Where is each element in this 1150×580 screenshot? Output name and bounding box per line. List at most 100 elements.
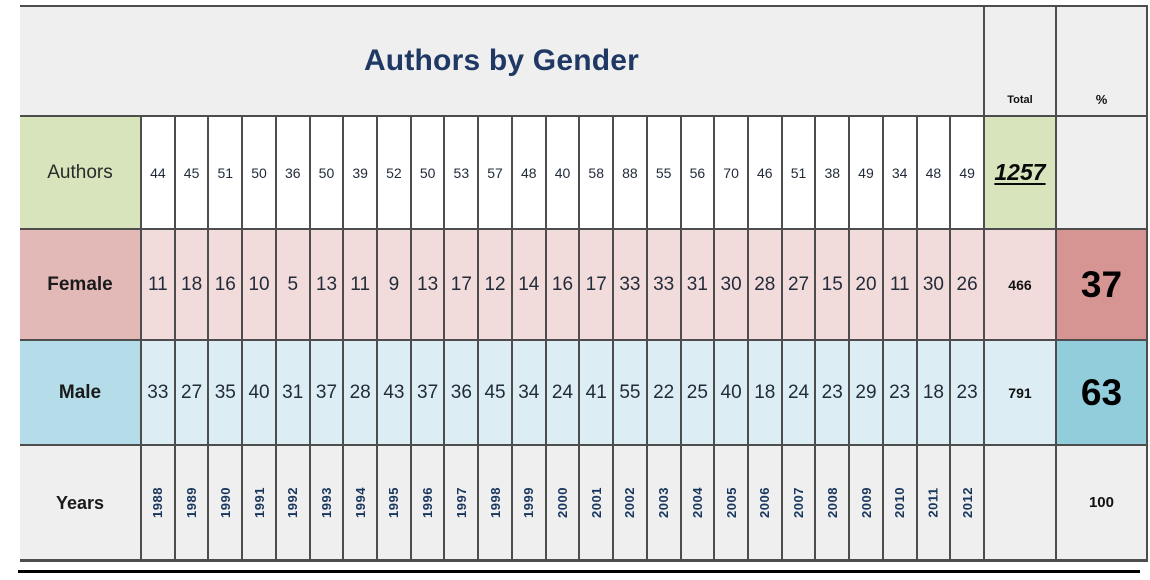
authors-value-1991: 50: [243, 117, 275, 228]
years-value-2000: 2000: [546, 446, 579, 559]
years-value-2006: 2006: [748, 446, 781, 559]
percent-column-header: %: [1056, 7, 1146, 115]
female-value-1990: 16: [209, 230, 242, 339]
years-value-1997: 1997: [445, 446, 478, 559]
years-value-1994: 1994: [344, 446, 377, 559]
female-percent-value: 37: [1056, 230, 1146, 339]
female-value-2007: 27: [782, 230, 815, 339]
years-value-1996: 1996: [411, 446, 444, 559]
male-value-2003: 22: [647, 341, 680, 444]
male-value-1997: 36: [445, 341, 478, 444]
female-value-2012: 26: [951, 230, 983, 339]
male-value-1995: 43: [378, 341, 410, 444]
male-value-1999: 34: [512, 341, 545, 444]
years-value-2009: 2009: [850, 446, 882, 559]
female-value-2000: 16: [546, 230, 579, 339]
male-value-1991: 40: [243, 341, 275, 444]
female-value-1995: 9: [378, 230, 410, 339]
authors-value-1989: 45: [175, 117, 208, 228]
years-value-2012: 2012: [951, 446, 983, 559]
years-value-1998: 1998: [479, 446, 511, 559]
male-value-2004: 25: [681, 341, 714, 444]
male-value-1990: 35: [209, 341, 242, 444]
authors-value-1995: 52: [378, 117, 410, 228]
male-value-1998: 45: [479, 341, 511, 444]
years-value-1990: 1990: [209, 446, 242, 559]
row-label-male: Male: [20, 341, 140, 444]
years-value-1988: 1988: [142, 446, 174, 559]
female-value-2010: 11: [883, 230, 916, 339]
years-value-2010: 2010: [883, 446, 916, 559]
male-value-1996: 37: [411, 341, 444, 444]
male-value-1992: 31: [276, 341, 309, 444]
female-value-2003: 33: [647, 230, 680, 339]
female-value-2008: 15: [816, 230, 849, 339]
total-column-header: Total: [984, 7, 1055, 115]
female-value-2005: 30: [715, 230, 747, 339]
bottom-double-rule: [18, 570, 1140, 573]
female-value-2006: 28: [748, 230, 781, 339]
authors-value-2005: 70: [715, 117, 747, 228]
authors-value-2004: 56: [681, 117, 714, 228]
row-label-years: Years: [20, 446, 140, 559]
male-value-2006: 18: [748, 341, 781, 444]
authors-value-1988: 44: [142, 117, 174, 228]
male-total-value: 791: [984, 341, 1055, 444]
female-value-2009: 20: [850, 230, 882, 339]
female-value-1998: 12: [479, 230, 511, 339]
male-value-2002: 55: [614, 341, 646, 444]
authors-value-2010: 34: [883, 117, 916, 228]
authors-value-1990: 51: [209, 117, 242, 228]
authors-value-1997: 53: [445, 117, 478, 228]
row-label-female: Female: [20, 230, 140, 339]
authors-value-2012: 49: [951, 117, 983, 228]
authors-by-gender-table: Authors by Gender Total % Authors 1257 F…: [20, 5, 1148, 562]
male-percent-value: 63: [1056, 341, 1146, 444]
authors-value-2011: 48: [917, 117, 950, 228]
male-value-2008: 23: [816, 341, 849, 444]
male-value-2005: 40: [715, 341, 747, 444]
authors-percent-cell-empty: [1056, 117, 1146, 228]
female-value-2002: 33: [614, 230, 646, 339]
overall-percent-value: 100: [1056, 446, 1146, 559]
male-value-2007: 24: [782, 341, 815, 444]
years-value-2008: 2008: [816, 446, 849, 559]
years-value-2003: 2003: [647, 446, 680, 559]
female-value-1996: 13: [411, 230, 444, 339]
male-value-2009: 29: [850, 341, 882, 444]
male-value-2001: 41: [580, 341, 613, 444]
female-value-1997: 17: [445, 230, 478, 339]
female-value-1993: 13: [310, 230, 343, 339]
male-value-1988: 33: [142, 341, 174, 444]
male-value-2012: 23: [951, 341, 983, 444]
female-value-1994: 11: [344, 230, 377, 339]
female-value-1988: 11: [142, 230, 174, 339]
years-value-2001: 2001: [580, 446, 613, 559]
authors-value-1998: 57: [479, 117, 511, 228]
female-value-1991: 10: [243, 230, 275, 339]
row-label-authors: Authors: [20, 117, 140, 228]
years-value-1989: 1989: [175, 446, 208, 559]
male-value-1989: 27: [175, 341, 208, 444]
years-value-1993: 1993: [310, 446, 343, 559]
authors-value-1993: 50: [310, 117, 343, 228]
authors-value-2007: 51: [782, 117, 815, 228]
authors-value-2009: 49: [850, 117, 882, 228]
years-value-2005: 2005: [715, 446, 747, 559]
years-value-1995: 1995: [378, 446, 410, 559]
authors-value-2001: 58: [580, 117, 613, 228]
female-value-1989: 18: [175, 230, 208, 339]
authors-value-1994: 39: [344, 117, 377, 228]
years-value-1992: 1992: [276, 446, 309, 559]
female-value-2011: 30: [917, 230, 950, 339]
years-value-1999: 1999: [512, 446, 545, 559]
authors-value-1999: 48: [512, 117, 545, 228]
authors-value-1996: 50: [411, 117, 444, 228]
female-value-2001: 17: [580, 230, 613, 339]
male-value-2011: 18: [917, 341, 950, 444]
female-value-1999: 14: [512, 230, 545, 339]
authors-value-2008: 38: [816, 117, 849, 228]
years-total-cell-empty: [984, 446, 1055, 559]
years-value-2011: 2011: [917, 446, 950, 559]
male-value-1994: 28: [344, 341, 377, 444]
